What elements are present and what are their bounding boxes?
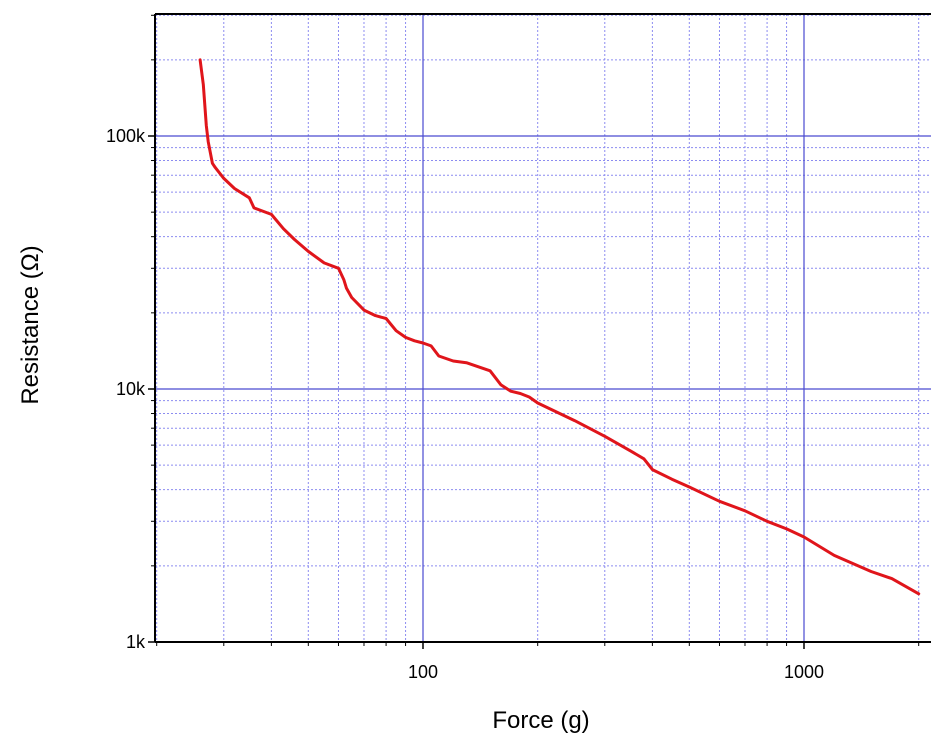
series-layer <box>198 58 921 596</box>
x-axis-title: Force (g) <box>492 707 589 734</box>
y-tick-label: 100k <box>106 126 146 146</box>
tick-labels: 100 1000 1k 10k 100k <box>106 126 824 682</box>
x-tick-label: 100 <box>408 662 438 682</box>
axes <box>148 13 931 649</box>
minor-grid <box>155 14 931 642</box>
y-tick-label: 10k <box>116 379 146 399</box>
series-line-0 <box>198 58 921 596</box>
y-tick-label: 1k <box>126 632 146 652</box>
y-axis-title: Resistance (Ω) <box>17 245 44 404</box>
x-tick-label: 1000 <box>784 662 824 682</box>
